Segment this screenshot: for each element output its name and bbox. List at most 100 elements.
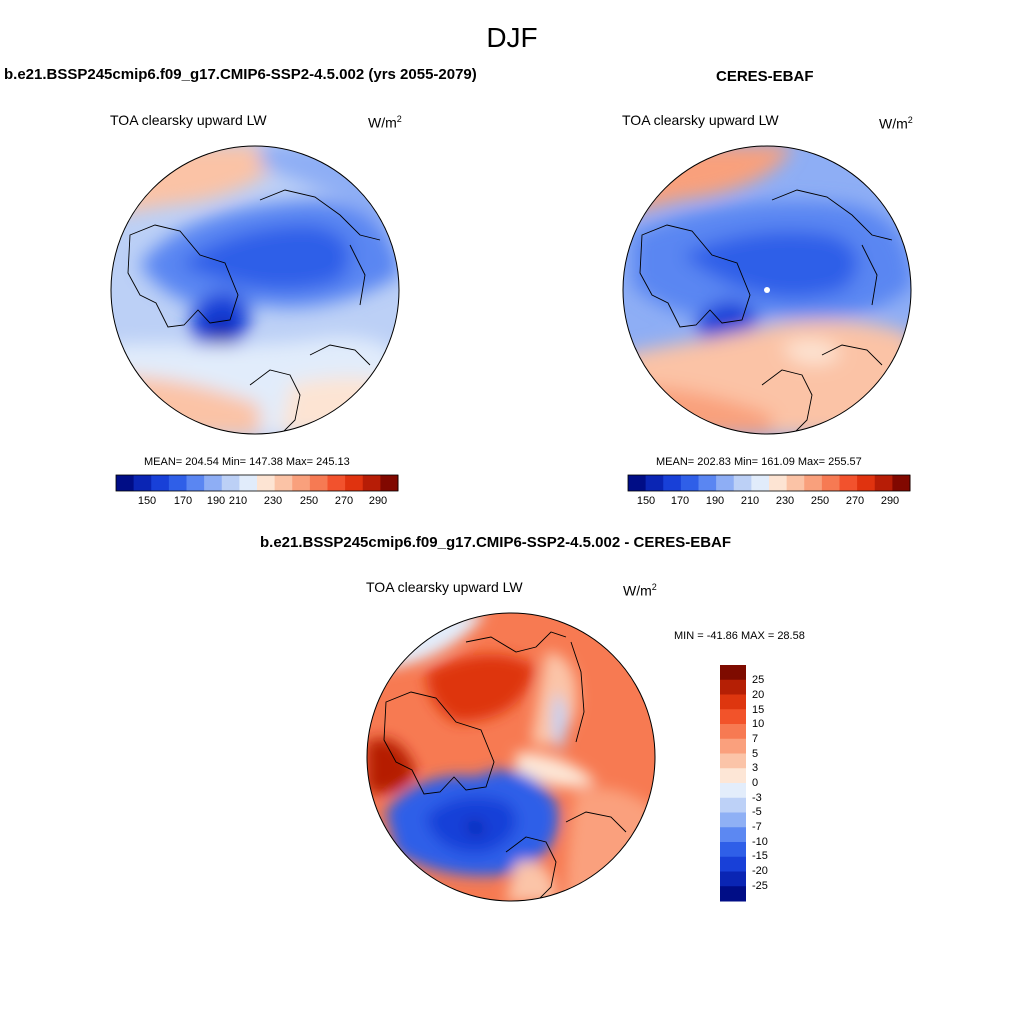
- colorbar-swatch: [698, 475, 717, 491]
- colorbar-swatch: [680, 475, 700, 491]
- cb-label: 190: [206, 495, 226, 507]
- cb-label: 20: [752, 689, 765, 701]
- cb-label: -7: [752, 821, 762, 833]
- colorbar-swatch: [151, 475, 170, 491]
- colorbar-swatch: [362, 475, 381, 491]
- colorbar-swatch: [292, 475, 311, 491]
- colorbar-swatch: [839, 475, 858, 491]
- colorbar-swatch: [720, 812, 746, 828]
- colorbar-swatch: [720, 827, 746, 843]
- cb-label: 290: [368, 495, 388, 507]
- colorbar-swatch: [786, 475, 805, 491]
- cb-label: -10: [752, 836, 768, 848]
- cb-label: 10: [752, 718, 765, 730]
- diff-units-label: W/m2: [623, 582, 657, 599]
- diff-colorbar: [720, 665, 746, 902]
- colorbar-swatch: [751, 475, 770, 491]
- model-panel-title: b.e21.BSSP245cmip6.f09_g17.CMIP6-SSP2-4.…: [4, 66, 477, 83]
- colorbar-swatch: [720, 768, 746, 784]
- colorbar-swatch: [720, 842, 746, 858]
- colorbar-swatch: [720, 886, 746, 902]
- model-polar-map: [110, 145, 400, 435]
- colorbar-outline: [115, 474, 399, 492]
- diff-stats: MIN = -41.86 MAX = 28.58: [674, 630, 805, 642]
- obs-variable-label: TOA clearsky upward LW: [622, 112, 779, 128]
- cb-label: 190: [705, 495, 725, 507]
- colorbar-swatch: [720, 724, 746, 740]
- cb-label: -3: [752, 792, 762, 804]
- colorbar-swatch: [720, 738, 746, 754]
- cb-label: 270: [334, 495, 354, 507]
- colorbar-swatch: [716, 475, 735, 491]
- cb-label: 230: [263, 495, 283, 507]
- colorbar-swatch: [720, 783, 746, 799]
- cb-label: -25: [752, 880, 768, 892]
- colorbar-swatch: [720, 709, 746, 725]
- diff-variable-label: TOA clearsky upward LW: [366, 579, 523, 595]
- colorbar-swatch: [274, 475, 293, 491]
- model-stats: MEAN= 204.54 Min= 147.38 Max= 245.13: [144, 456, 350, 468]
- cb-label: 250: [810, 495, 830, 507]
- cb-label: 290: [880, 495, 900, 507]
- colorbar-swatch: [133, 475, 152, 491]
- colorbar-swatch: [645, 475, 664, 491]
- cb-label: -15: [752, 850, 768, 862]
- colorbar-outline: [627, 474, 911, 492]
- cb-label: 210: [228, 495, 248, 507]
- model-colorbar: [115, 474, 399, 492]
- colorbar-swatch: [663, 475, 682, 491]
- colorbar-swatch: [168, 475, 188, 491]
- cb-label: 230: [775, 495, 795, 507]
- colorbar-swatch: [720, 856, 746, 872]
- colorbar-swatch: [720, 871, 746, 887]
- obs-polar-map: [622, 145, 912, 435]
- cb-label: 5: [752, 748, 759, 760]
- cb-label: 250: [299, 495, 319, 507]
- cb-label: 15: [752, 704, 765, 716]
- colorbar-swatch: [720, 665, 746, 681]
- colorbar-swatch: [720, 797, 746, 813]
- cb-label: 170: [670, 495, 690, 507]
- colorbar-swatch: [239, 475, 258, 491]
- cb-label: 150: [636, 495, 656, 507]
- colorbar-swatch: [257, 475, 276, 491]
- colorbar-swatch: [769, 475, 788, 491]
- colorbar-swatch: [804, 475, 823, 491]
- cb-label: 0: [752, 777, 759, 789]
- colorbar-swatch: [116, 475, 135, 491]
- colorbar-swatch: [221, 475, 240, 491]
- colorbar-swatch: [720, 694, 746, 710]
- cb-label: 7: [752, 733, 759, 745]
- cb-label: 3: [752, 762, 759, 774]
- colorbar-swatch: [720, 679, 746, 695]
- colorbar-swatch: [720, 753, 746, 769]
- colorbar-swatch: [628, 475, 647, 491]
- obs-stats: MEAN= 202.83 Min= 161.09 Max= 255.57: [656, 456, 862, 468]
- obs-colorbar-labels: 150 170 190 210 230 250 270 290: [628, 495, 910, 509]
- colorbar-swatch: [204, 475, 223, 491]
- colorbar-swatch: [821, 475, 841, 491]
- cb-label: -20: [752, 865, 768, 877]
- diff-panel-title: b.e21.BSSP245cmip6.f09_g17.CMIP6-SSP2-4.…: [260, 534, 732, 551]
- colorbar-swatch: [380, 475, 399, 491]
- model-units-label: W/m2: [368, 114, 402, 131]
- colorbar-swatch: [345, 475, 364, 491]
- obs-colorbar: [627, 474, 911, 492]
- cb-label: 170: [173, 495, 193, 507]
- cb-label: 25: [752, 674, 765, 686]
- colorbar-swatch: [186, 475, 205, 491]
- colorbar-swatch: [874, 475, 893, 491]
- obs-panel-title: CERES-EBAF: [716, 68, 814, 85]
- cb-label: 210: [740, 495, 760, 507]
- diff-polar-map: [366, 612, 656, 902]
- cb-label: -5: [752, 806, 762, 818]
- colorbar-swatch: [733, 475, 752, 491]
- model-colorbar-labels: 150 170 190 210 230 250 270 290: [116, 495, 398, 509]
- obs-units-label: W/m2: [879, 115, 913, 132]
- colorbar-swatch: [327, 475, 346, 491]
- cb-label: 150: [137, 495, 157, 507]
- colorbar-swatch: [857, 475, 876, 491]
- colorbar-swatch: [892, 475, 911, 491]
- colorbar-swatch: [309, 475, 329, 491]
- model-variable-label: TOA clearsky upward LW: [110, 112, 267, 128]
